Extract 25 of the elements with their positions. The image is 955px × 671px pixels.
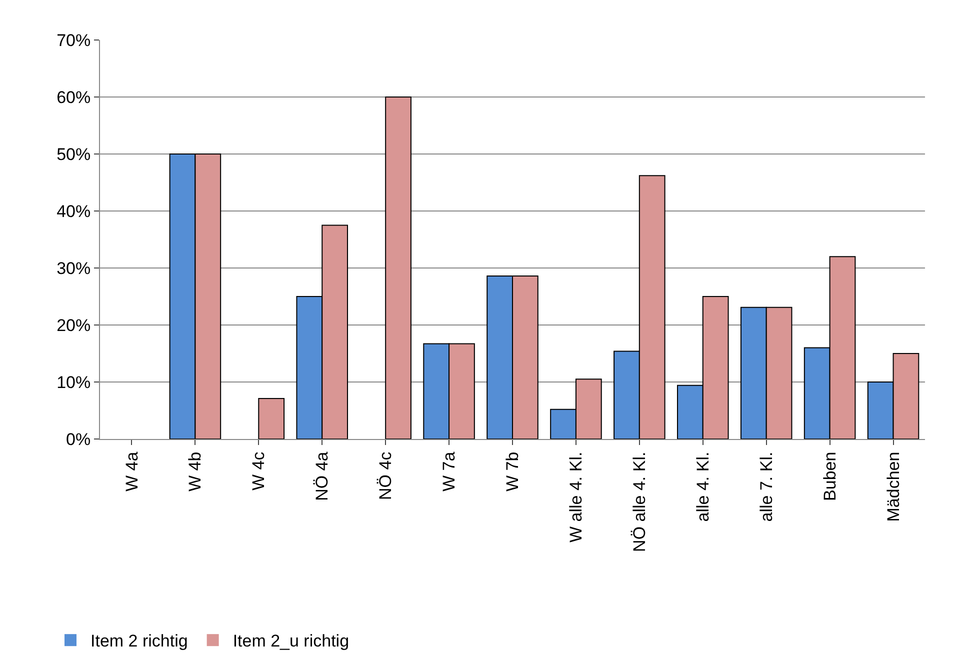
x-tick-label: W 4a	[122, 451, 142, 492]
x-tick-label: alle 4. Kl.	[693, 452, 712, 522]
x-tick-label: W 4b	[186, 452, 205, 492]
bar	[385, 96, 412, 439]
x-tick-label: W alle 4. Kl.	[566, 452, 586, 543]
x-tick-label: W 7a	[440, 451, 459, 492]
legend-label: Item 2_u richtig	[232, 632, 350, 651]
x-tick-label: NÖ 4a	[312, 451, 332, 501]
y-tick-label: 0%	[66, 430, 91, 449]
y-tick-label: 40%	[56, 202, 91, 221]
y-tick-label: 20%	[56, 316, 91, 335]
bar	[258, 398, 285, 439]
y-tick-label: 30%	[56, 258, 91, 278]
y-tick-label: 60%	[56, 88, 91, 107]
x-tick-label: W 7b	[503, 452, 522, 492]
x-tick-label: NÖ 4c	[376, 451, 396, 500]
x-tick-label: Buben	[820, 452, 840, 501]
x-tick-label: W 4c	[249, 451, 268, 491]
y-tick-label: 50%	[56, 144, 91, 164]
x-tick-label: alle 7. Kl.	[756, 452, 776, 522]
x-tick-label: Mädchen	[884, 452, 903, 522]
y-tick-label: 70%	[56, 30, 91, 50]
legend-label: Item 2 richtig	[90, 632, 188, 651]
y-tick-label: 10%	[56, 372, 91, 392]
x-tick-label: NÖ alle 4. Kl.	[630, 452, 649, 552]
